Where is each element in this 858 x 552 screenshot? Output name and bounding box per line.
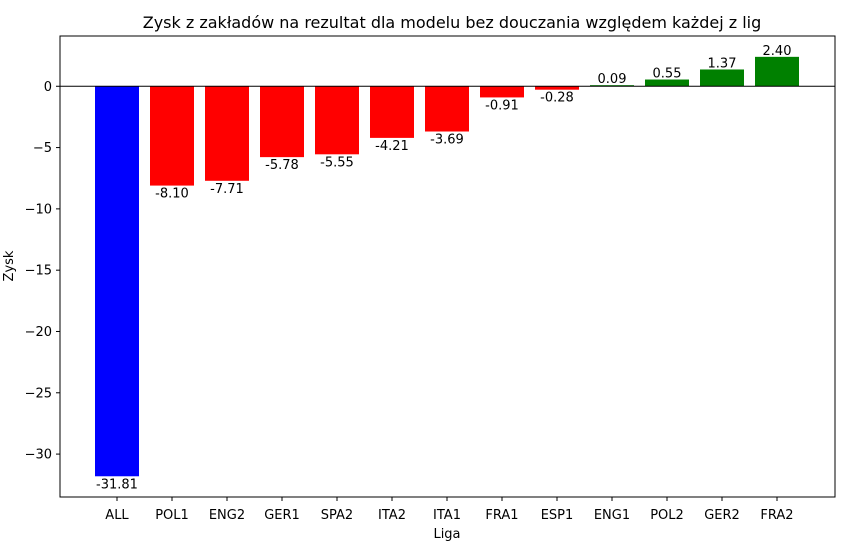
- x-tick-label-eng1: ENG1: [594, 508, 630, 523]
- x-tick-label-pol1: POL1: [155, 508, 189, 523]
- x-tick-label-eng2: ENG2: [209, 508, 245, 523]
- bar-ita1: [425, 86, 469, 132]
- y-tick-label-4: −20: [25, 325, 52, 340]
- y-tick-label-2: −10: [25, 202, 52, 217]
- plot-frame: [59, 35, 836, 498]
- bar-eng1: [590, 85, 634, 87]
- value-label-esp1: -0.28: [540, 91, 574, 106]
- value-label-pol1: -8.10: [155, 187, 189, 202]
- value-label-pol2: 0.55: [653, 67, 682, 82]
- bar-fra1: [480, 86, 524, 98]
- y-tick-label-3: −15: [25, 264, 52, 279]
- x-axis: ALL POL1 ENG2 GER1 SPA2 ITA2 ITA1 FRA1 ESP1 ENG1 P…: [105, 497, 794, 523]
- bar-spa2: [315, 86, 359, 155]
- value-label-eng2: -7.71: [210, 182, 244, 197]
- x-tick-label-esp1: ESP1: [541, 508, 574, 523]
- value-label-ita1: -3.69: [430, 133, 464, 148]
- bar-ger2: [700, 69, 744, 87]
- value-label-fra2: 2.40: [763, 44, 792, 59]
- x-tick-label-spa2: SPA2: [321, 508, 353, 523]
- x-tick-label-fra1: FRA1: [485, 508, 518, 523]
- bars-group: [95, 56, 799, 477]
- y-axis-label: Zysk: [2, 250, 17, 281]
- x-tick-label-ger2: GER2: [704, 508, 740, 523]
- x-tick-label-ita1: ITA1: [433, 508, 461, 523]
- x-tick-label-pol2: POL2: [650, 508, 684, 523]
- y-tick-label-6: −30: [25, 448, 52, 463]
- y-tick-label-1: −5: [33, 141, 52, 156]
- bar-esp1: [535, 86, 579, 90]
- bar-eng2: [205, 86, 249, 181]
- y-tick-label-0: 0: [44, 80, 52, 95]
- value-label-all: -31.81: [96, 477, 138, 492]
- x-tick-label-ger1: GER1: [264, 508, 300, 523]
- value-label-fra1: -0.91: [485, 98, 519, 113]
- chart-title: Zysk z zakładów na rezultat dla modelu b…: [143, 13, 762, 32]
- bar-ita2: [370, 86, 414, 138]
- x-tick-label-ita2: ITA2: [378, 508, 406, 523]
- bar-ger1: [260, 86, 304, 158]
- value-label-ita2: -4.21: [375, 139, 409, 154]
- x-axis-label: Liga: [433, 527, 460, 542]
- bar-pol1: [150, 86, 194, 186]
- x-tick-label-fra2: FRA2: [760, 508, 793, 523]
- x-tick-label-all: ALL: [105, 508, 129, 523]
- bar-fra2: [755, 56, 799, 87]
- bar-all: [95, 86, 139, 477]
- y-axis: 0 −5 −10 −15 −20 −25 −30: [25, 80, 60, 463]
- value-labels-group: -31.81 -8.10 -7.71 -5.78 -5.55 -4.21 -3.69 -0.9…: [96, 44, 791, 492]
- y-tick-label-5: −25: [25, 386, 52, 401]
- value-label-ger2: 1.37: [708, 56, 737, 71]
- value-label-eng1: 0.09: [598, 72, 627, 87]
- value-label-ger1: -5.78: [265, 158, 299, 173]
- bar-pol2: [645, 79, 689, 87]
- value-label-spa2: -5.55: [320, 155, 354, 170]
